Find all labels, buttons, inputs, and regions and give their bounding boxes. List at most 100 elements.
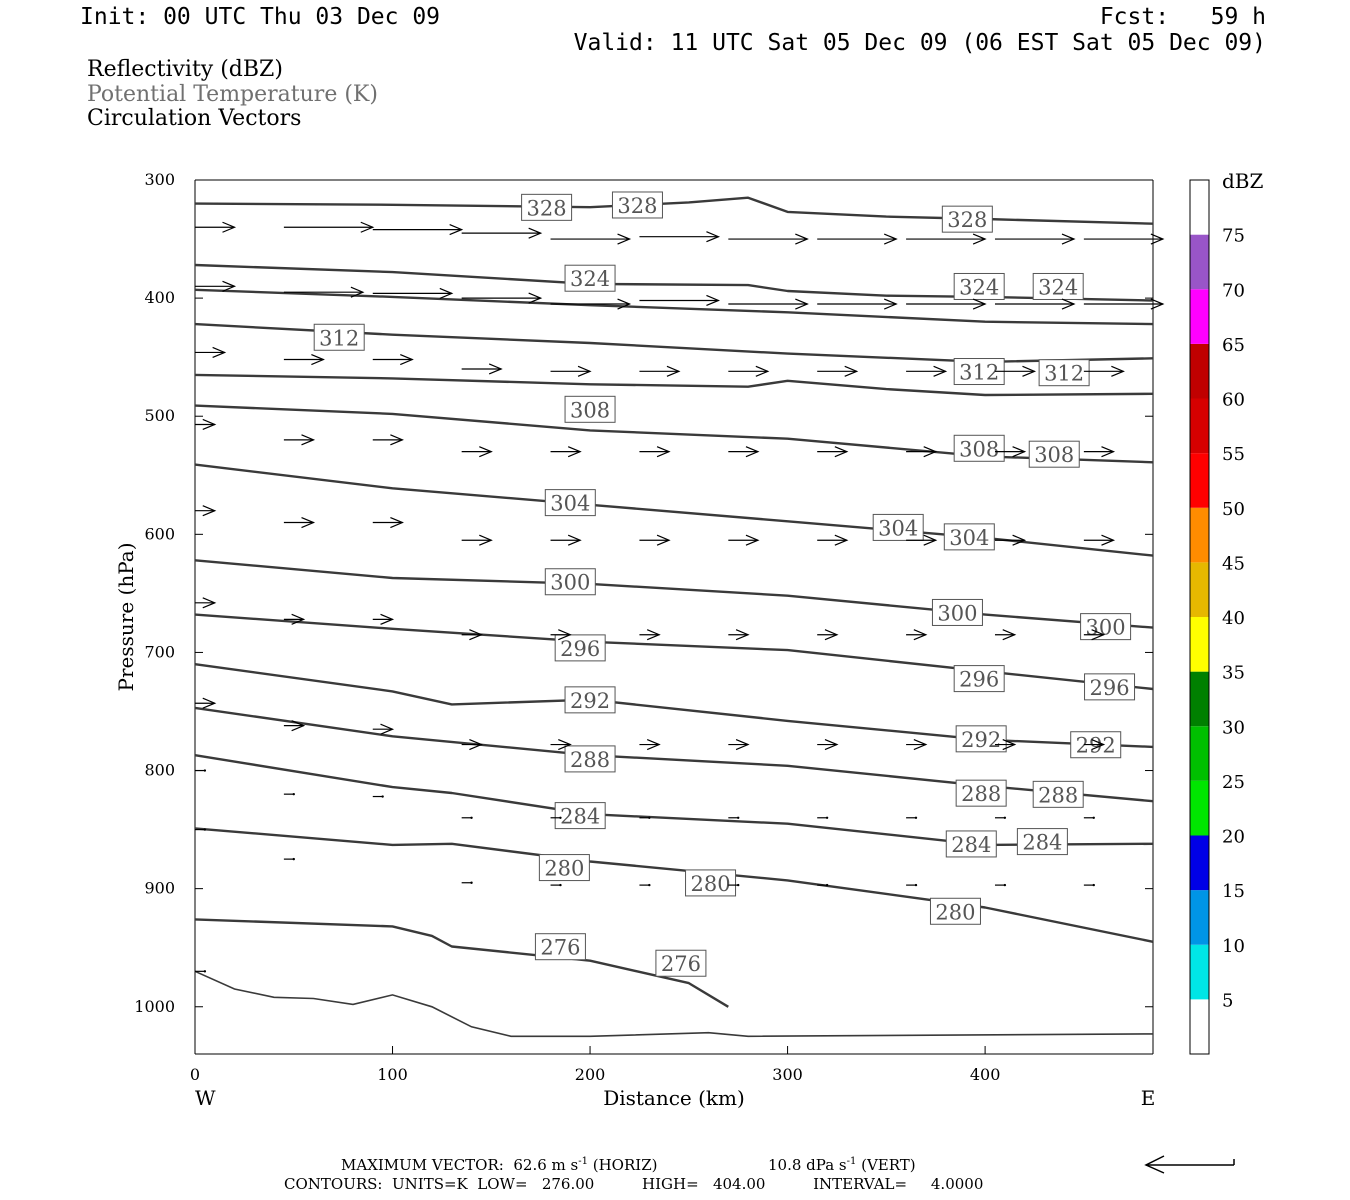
isentrope-label-box (538, 854, 590, 882)
isentrope-label-box (655, 949, 707, 977)
circulation-vector-head (469, 629, 483, 641)
circulation-vector-head (844, 365, 859, 377)
colorbar-segment (1190, 180, 1209, 235)
isentrope-label: 304 (878, 516, 918, 540)
circulation-vector-dot (381, 795, 384, 798)
isentrope-label: 308 (959, 437, 999, 461)
circulation-vector-dot (559, 883, 562, 887)
isentrope-label-box (943, 523, 995, 551)
circulation-vector-dot (825, 883, 829, 887)
isentrope-276 (194, 918, 729, 1008)
circulation-vector-dot (914, 883, 918, 887)
isentrope-label: 276 (661, 952, 701, 976)
isentrope-label-box (685, 869, 737, 897)
isentrope-label-box (313, 323, 365, 351)
isentrope-label-box (544, 568, 596, 596)
circulation-vector-head (755, 365, 770, 377)
circulation-vector-head (1012, 446, 1027, 458)
circulation-vector-head (469, 739, 483, 751)
isentrope-label-box (929, 897, 981, 925)
isentrope-300 (194, 559, 1154, 629)
y-tick-label: 900 (144, 879, 175, 898)
isentrope-292 (194, 663, 1154, 749)
colorbar-tick-label: 5 (1222, 990, 1233, 1011)
x-tick-label: 400 (970, 1065, 1001, 1084)
reference-vector-arrow (1144, 1155, 1235, 1174)
isentrope-label-box (554, 802, 606, 830)
circulation-vector-head (380, 613, 395, 625)
colorbar-tick-label: 20 (1222, 827, 1245, 848)
isentrope-label: 328 (617, 194, 657, 218)
isentrope-label: 304 (550, 492, 590, 516)
circulation-vector-head (488, 363, 503, 375)
circulation-vector-head (291, 720, 306, 732)
forecast-hour: Fcst: 59 h (1099, 4, 1266, 30)
circulation-vector-head (528, 292, 543, 304)
circulation-vector-head (656, 534, 671, 546)
circulation-vector-head (212, 346, 227, 358)
isentrope-label: 308 (570, 398, 610, 422)
isentrope-label-box (1028, 440, 1080, 468)
circulation-vector-head (301, 516, 316, 529)
circulation-vector-head (222, 280, 237, 292)
isentrope-label-box (1032, 780, 1084, 808)
isentrope-308 (194, 404, 1154, 464)
circulation-vector-head (824, 629, 839, 641)
circulation-vector-dot (203, 970, 207, 973)
colorbar-segment (1190, 234, 1209, 290)
colorbar-unit-label: dBZ (1222, 169, 1264, 193)
isentrope-label: 284 (951, 833, 991, 857)
isentrope-label-box (953, 665, 1005, 693)
circulation-vector-dot (203, 828, 207, 831)
circulation-vector-head (390, 434, 404, 446)
circulation-vector-head (449, 224, 464, 236)
isentrope-label: 312 (319, 326, 359, 350)
isentrope-label-box (872, 513, 924, 541)
circulation-vector-head (400, 353, 414, 366)
circulation-vector-head (558, 629, 572, 641)
circulation-vector-dot (1003, 816, 1007, 819)
field-reflectivity-label: Reflectivity (dBZ) (87, 57, 283, 82)
isentrope-label: 328 (527, 196, 567, 220)
isentrope-label: 312 (1044, 362, 1084, 386)
isentrope-296 (194, 613, 1154, 691)
isentrope-label: 288 (961, 782, 1001, 806)
circulation-vector-head (824, 739, 839, 751)
circulation-vector-dot (648, 816, 651, 819)
circulation-vector-head (1002, 629, 1017, 641)
colorbar-segment (1190, 890, 1209, 945)
isentrope-328 (194, 196, 1154, 225)
circulation-vector-dot (1092, 883, 1095, 887)
isentrope-280 (194, 827, 1154, 943)
circulation-vector-head (745, 446, 760, 458)
circulation-vector-head (577, 365, 592, 377)
circulation-vector-head (972, 298, 987, 310)
isentrope-label: 296 (1089, 676, 1129, 700)
y-axis-title: Pressure (hPa) (114, 543, 138, 692)
colorbar-segment (1190, 617, 1209, 672)
circulation-vector-head (883, 233, 898, 245)
circulation-vector-head (666, 365, 681, 377)
near-surface-contour (194, 970, 1154, 1038)
circulation-vector-head (202, 505, 217, 517)
isentrope-label: 296 (560, 637, 600, 661)
isentrope-label-box (1084, 673, 1136, 701)
max-vector-horiz-exponent: -1 (578, 1156, 588, 1167)
isentrope-label: 324 (570, 267, 610, 291)
circulation-vector-head (1002, 739, 1017, 751)
colorbar-segment (1190, 835, 1209, 891)
colorbar-segment (1190, 343, 1209, 399)
circulation-vector-head (834, 534, 849, 546)
circulation-vector-head (923, 446, 938, 458)
colorbar-tick-label: 25 (1222, 772, 1245, 793)
colorbar-frame (1189, 179, 1210, 1055)
circulation-vector-head (1061, 298, 1076, 310)
isentrope-320 (194, 288, 1154, 326)
field-potential-temperature-label: Potential Temperature (K) (87, 82, 378, 107)
isentrope-label: 292 (1076, 734, 1116, 758)
circulation-vector-head (656, 446, 671, 458)
y-tick-label: 1000 (134, 997, 175, 1016)
colorbar-tick-label: 45 (1222, 553, 1245, 574)
colorbar-segment (1190, 999, 1209, 1054)
isentrope-label: 312 (959, 361, 999, 385)
